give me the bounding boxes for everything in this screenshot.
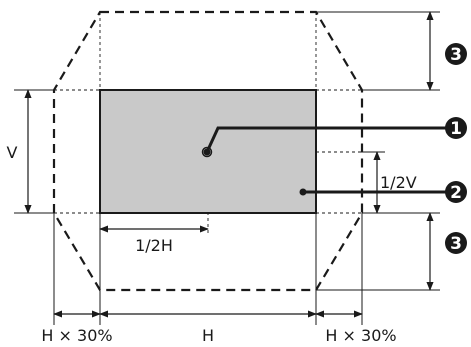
- half-v-label: 1/2V: [380, 173, 417, 192]
- callout-3-bottom-badge: 3: [445, 232, 467, 254]
- h30-right-label: H × 30%: [325, 326, 396, 345]
- shift-range-outline: [52, 10, 364, 292]
- svg-text:3: 3: [450, 234, 462, 254]
- leader-dot-2: [299, 188, 307, 196]
- callout-3-top-badge: 3: [445, 43, 467, 65]
- v-label: V: [7, 143, 18, 162]
- half-h-label: 1/2H: [135, 236, 173, 255]
- svg-text:1: 1: [450, 119, 462, 139]
- svg-text:2: 2: [450, 183, 462, 203]
- callout-1-badge: 1: [445, 117, 467, 139]
- callout-2-badge: 2: [445, 181, 467, 203]
- dimension-arrows: [24, 11, 434, 318]
- h30-left-label: H × 30%: [41, 326, 112, 345]
- leader-dot-1: [203, 148, 211, 156]
- h-label: H: [202, 326, 214, 345]
- svg-text:3: 3: [450, 45, 462, 65]
- leader-lines: [205, 126, 447, 194]
